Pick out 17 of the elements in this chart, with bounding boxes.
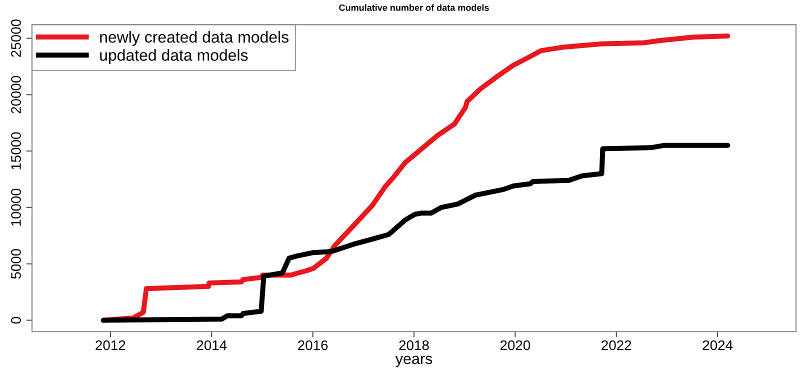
x-tick-label: 2024 bbox=[702, 340, 733, 350]
x-tick-label: 2014 bbox=[196, 340, 227, 350]
y-tick-label: 0 bbox=[11, 316, 21, 324]
x-axis-title: years bbox=[395, 356, 432, 368]
y-tick-label: 5000 bbox=[11, 248, 21, 279]
y-tick-label: 15000 bbox=[11, 132, 21, 170]
y-tick-label: 25000 bbox=[11, 19, 21, 57]
x-tick-label: 2022 bbox=[602, 340, 632, 350]
x-tick-label: 2018 bbox=[399, 340, 429, 350]
x-tick-label: 2012 bbox=[96, 340, 126, 350]
chart-title: Cumulative number of data models bbox=[339, 4, 489, 11]
y-tick-label: 20000 bbox=[11, 76, 21, 114]
x-tick-label: 2016 bbox=[298, 340, 328, 350]
y-tick-label: 10000 bbox=[11, 188, 21, 226]
legend-label: updated data models bbox=[100, 49, 248, 64]
x-tick-label: 2020 bbox=[500, 340, 530, 350]
legend-label: newly created data models bbox=[100, 31, 289, 46]
